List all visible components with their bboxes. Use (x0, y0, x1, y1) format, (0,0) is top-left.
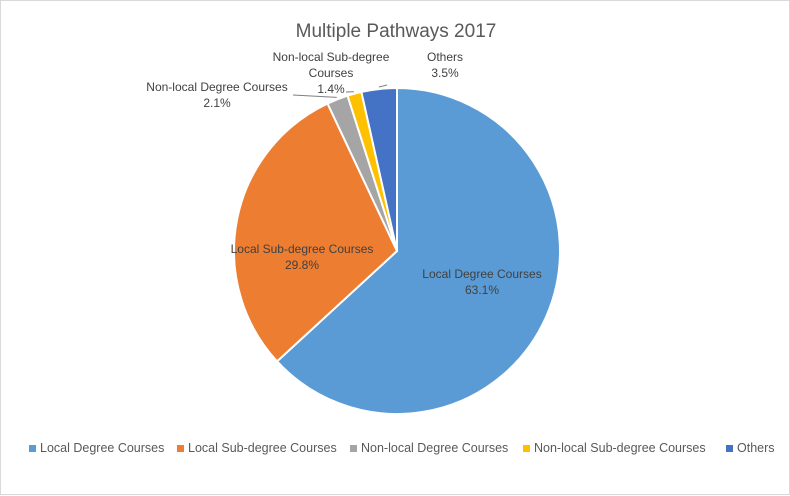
data-label-others: Others (427, 50, 463, 64)
legend-swatch-local-sub-degree-courses (177, 445, 184, 452)
data-label-non-local-degree-courses: 2.1% (203, 96, 231, 110)
legend-label-local-degree-courses: Local Degree Courses (40, 441, 164, 455)
legend-label-non-local-degree-courses: Non-local Degree Courses (361, 441, 508, 455)
legend: Local Degree Courses Local Sub-degree Cou… (29, 441, 775, 455)
data-label-non-local-sub-degree-courses: 1.4% (317, 82, 345, 96)
legend-label-non-local-sub-degree-courses: Non-local Sub-degree Courses (534, 441, 706, 455)
legend-swatch-non-local-sub-degree-courses (523, 445, 530, 452)
data-label-non-local-sub-degree-courses: Non-local Sub-degree (273, 50, 390, 64)
data-label-non-local-sub-degree-courses: Courses (309, 66, 354, 80)
legend-swatch-local-degree-courses (29, 445, 36, 452)
data-label-local-sub-degree-courses: Local Sub-degree Courses (231, 242, 374, 256)
data-label-local-sub-degree-courses: 29.8% (285, 258, 319, 272)
data-label-local-degree-courses: Local Degree Courses (422, 267, 541, 281)
data-label-local-degree-courses: 63.1% (465, 283, 499, 297)
leader-line-others (379, 85, 387, 87)
chart-title: Multiple Pathways 2017 (296, 21, 497, 42)
data-label-non-local-degree-courses: Non-local Degree Courses (146, 80, 287, 94)
data-label-others: 3.5% (431, 66, 459, 80)
legend-label-local-sub-degree-courses: Local Sub-degree Courses (188, 441, 337, 455)
legend-swatch-others (726, 445, 733, 452)
legend-swatch-non-local-degree-courses (350, 445, 357, 452)
legend-label-others: Others (737, 441, 775, 455)
